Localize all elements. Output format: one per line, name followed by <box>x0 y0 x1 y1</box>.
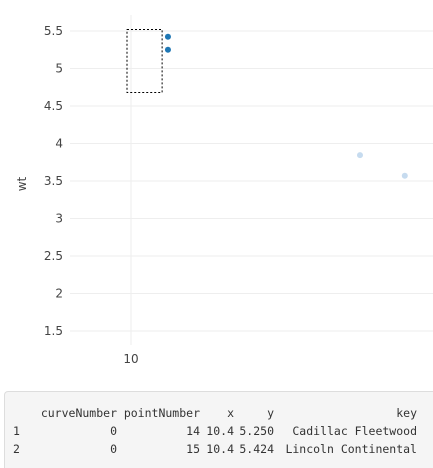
y-tick-label: 2 <box>55 287 63 301</box>
selected-points-table: curveNumber pointNumber x y key 1 0 14 1… <box>5 404 417 458</box>
y-tick-label: 3 <box>55 212 63 226</box>
cell-y: 5.250 <box>239 424 274 438</box>
y-tick-label: 2.5 <box>44 249 63 263</box>
header-x: x <box>227 406 234 420</box>
table-header-row: curveNumber pointNumber x y key <box>5 404 417 422</box>
row-index: 1 <box>13 424 20 438</box>
plot-svg[interactable]: 1.5 2 2.5 3 3.5 4 4.5 5 5.5 10 wt <box>0 0 433 385</box>
header-key: key <box>396 406 417 420</box>
y-tick-label: 5.5 <box>44 24 63 38</box>
selected-point[interactable] <box>164 46 171 53</box>
selection-box[interactable] <box>126 29 163 93</box>
header-y: y <box>267 406 274 420</box>
unselected-point[interactable] <box>357 152 363 159</box>
unselected-point[interactable] <box>401 172 408 179</box>
cell-key: Lincoln Continental <box>285 442 417 456</box>
header-index <box>5 404 35 422</box>
cell-curve-number: 0 <box>110 424 117 438</box>
row-index: 2 <box>13 442 20 456</box>
x-tick-label: 10 <box>123 352 138 366</box>
cell-key: Cadillac Fleetwood <box>292 424 417 438</box>
selected-point[interactable] <box>164 33 171 40</box>
y-tick-label: 1.5 <box>44 324 63 338</box>
scatter-plot[interactable]: 1.5 2 2.5 3 3.5 4 4.5 5 5.5 10 wt <box>0 0 433 385</box>
y-tick-label: 3.5 <box>44 174 63 188</box>
selected-points-output: curveNumber pointNumber x y key 1 0 14 1… <box>4 391 433 468</box>
header-point-number: pointNumber <box>123 406 200 420</box>
cell-x: 10.4 <box>206 442 234 456</box>
cell-y: 5.424 <box>239 442 274 456</box>
cell-point-number: 15 <box>186 442 200 456</box>
cell-x: 10.4 <box>206 424 234 438</box>
y-tick-label: 4 <box>55 137 63 151</box>
header-curve-number: curveNumber <box>40 406 117 420</box>
y-tick-label: 4.5 <box>44 99 63 113</box>
cell-curve-number: 0 <box>110 442 117 456</box>
y-tick-label: 5 <box>55 62 63 76</box>
table-row: 1 0 14 10.4 5.250 Cadillac Fleetwood <box>5 422 417 440</box>
y-axis-title: wt <box>15 176 29 191</box>
table-row: 2 0 15 10.4 5.424 Lincoln Continental <box>5 440 417 458</box>
tick-labels: 1.5 2 2.5 3 3.5 4 4.5 5 5.5 10 <box>44 24 139 366</box>
data-points[interactable] <box>164 33 408 179</box>
cell-point-number: 14 <box>186 424 200 438</box>
grid-lines <box>70 15 433 345</box>
